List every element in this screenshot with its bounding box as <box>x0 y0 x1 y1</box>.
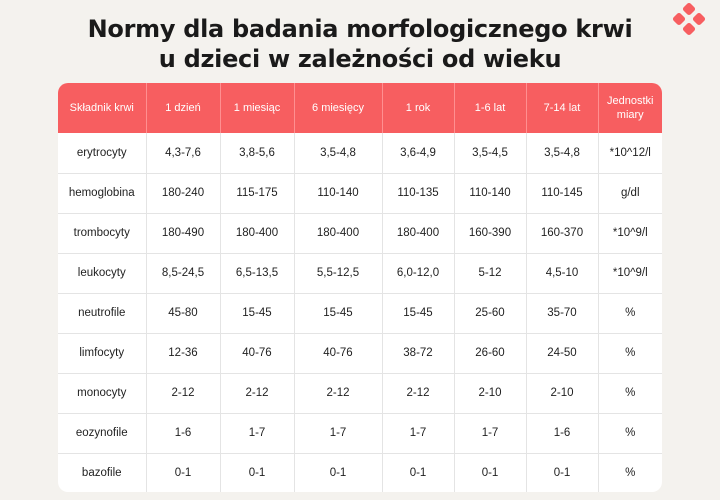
table-cell: % <box>598 333 662 374</box>
table-cell: 6,0-12,0 <box>382 253 455 294</box>
table-cell: % <box>625 467 636 480</box>
table-cell: % <box>598 413 662 454</box>
table-cell: 115-175 <box>220 173 295 214</box>
table-cell: 40-76 <box>294 333 383 374</box>
row-label-cell: bazofile <box>58 453 147 492</box>
table-cell: 3,5-4,5 <box>454 133 527 174</box>
column-header: Jednostki miary <box>598 83 662 133</box>
table-cell: % <box>598 373 662 414</box>
row-label-cell: hemoglobina <box>58 173 147 214</box>
row-label-cell: neutrofile <box>58 293 147 334</box>
blood-norms-table-container: Składnik krwi 1 dzień 1 miesiąc 6 miesięcy 1… <box>58 83 662 492</box>
table-row: hemoglobina 180-240 115-175 110-140 110-135 1… <box>58 173 662 214</box>
table-cell: 0-1 <box>526 453 599 492</box>
title-line-2: u dzieci w zależności od wieku <box>158 45 562 73</box>
column-header: 6 miesięcy <box>294 83 383 133</box>
table-cell: 45-80 <box>146 293 221 334</box>
table-cell: 1-7 <box>454 413 527 454</box>
table-cell: 25-60 <box>454 293 527 334</box>
table-cell: 24-50 <box>526 333 599 374</box>
table-cell: 4,3-7,6 <box>146 133 221 174</box>
table-row: eozynofile 1-6 1-7 1-7 1-7 1-7 1-6% <box>58 413 662 454</box>
table-cell: 15-45 <box>382 293 455 334</box>
table-cell: 0-1 <box>294 453 383 492</box>
table-cell: 0-1 <box>454 453 527 492</box>
table-cell: 3,5-4,8 <box>526 133 599 174</box>
table-cell: 2-12 <box>294 373 383 414</box>
table-cell: 1-6 <box>526 413 599 454</box>
column-header: 1 dzień <box>146 83 221 133</box>
table-cell: 180-490 <box>146 213 221 254</box>
table-cell: 3,6-4,9 <box>382 133 455 174</box>
table-cell: 6,5-13,5 <box>220 253 295 294</box>
table-cell: 0-1 <box>220 453 295 492</box>
table-header-row: Składnik krwi 1 dzień 1 miesiąc 6 miesięcy 1… <box>58 83 662 133</box>
table-cell: 2-12 <box>382 373 455 414</box>
table-row: erytrocyty 4,3-7,6 3,8-5,6 3,5-4,8 3,6-4,9 3,… <box>58 133 662 174</box>
table-cell: % <box>598 293 662 334</box>
table-cell: 180-400 <box>220 213 295 254</box>
table-cell: 3,5-4,8 <box>294 133 383 174</box>
table-body: erytrocyty 4,3-7,6 3,8-5,6 3,5-4,8 3,6-4,9 3,… <box>58 133 662 492</box>
page-title: Normy dla badania morfologicznego krwi u… <box>0 14 720 74</box>
table-cell: 1-7 <box>294 413 383 454</box>
column-header: Składnik krwi <box>58 83 147 133</box>
table-cell: *10^9/l <box>598 213 662 254</box>
table-cell: 0-1 <box>382 453 455 492</box>
table-row: monocyty 2-12 2-12 2-12 2-12 2-10 2-10% <box>58 373 662 414</box>
table-cell: 5,5-12,5 <box>294 253 383 294</box>
table-cell: 180-400 <box>294 213 383 254</box>
row-label-cell: eozynofile <box>58 413 147 454</box>
table-cell: 1-6 <box>146 413 221 454</box>
table-row: bazofile 0-1 0-1 0-1 0-1 0-1 0-1% <box>58 453 662 492</box>
table-cell: 160-370 <box>526 213 599 254</box>
table-cell: 38-72 <box>382 333 455 374</box>
table-cell: 12-36 <box>146 333 221 374</box>
table-cell: 1-7 <box>220 413 295 454</box>
title-line-1: Normy dla badania morfologicznego krwi <box>87 15 633 43</box>
column-header: 1-6 lat <box>454 83 527 133</box>
four-diamonds-logo-icon <box>672 2 706 36</box>
table-cell: g/dl <box>598 173 662 214</box>
table-row: trombocyty 180-490 180-400 180-400 180-400 16… <box>58 213 662 254</box>
column-header: 7-14 lat <box>526 83 599 133</box>
table-cell: 110-140 <box>294 173 383 214</box>
row-label-cell: limfocyty <box>58 333 147 374</box>
table-cell: 2-10 <box>526 373 599 414</box>
table-cell: 3,8-5,6 <box>220 133 295 174</box>
table-cell: *10^12/l <box>598 133 662 174</box>
row-label-cell: erytrocyty <box>58 133 147 174</box>
row-label-cell: leukocyty <box>58 253 147 294</box>
table-cell: 8,5-24,5 <box>146 253 221 294</box>
table-cell: 26-60 <box>454 333 527 374</box>
table-cell: 110-145 <box>526 173 599 214</box>
table-row: neutrofile 45-80 15-45 15-45 15-45 25-60 35-70… <box>58 293 662 334</box>
column-header: 1 rok <box>382 83 455 133</box>
table-cell: 110-140 <box>454 173 527 214</box>
table-cell: 110-135 <box>382 173 455 214</box>
table-row: leukocyty 8,5-24,5 6,5-13,5 5,5-12,5 6,0-12,… <box>58 253 662 294</box>
table-cell: 15-45 <box>294 293 383 334</box>
row-label-cell: monocyty <box>58 373 147 414</box>
table-cell: 180-400 <box>382 213 455 254</box>
table-row: limfocyty 12-36 40-76 40-76 38-72 26-60 24-50% <box>58 333 662 374</box>
blood-norms-table: Składnik krwi 1 dzień 1 miesiąc 6 miesięcy 1… <box>58 83 662 492</box>
column-header: 1 miesiąc <box>220 83 295 133</box>
table-cell: 4,5-10 <box>526 253 599 294</box>
table-cell: 160-390 <box>454 213 527 254</box>
table-cell: 40-76 <box>220 333 295 374</box>
table-cell: 2-12 <box>220 373 295 414</box>
table-cell: 2-10 <box>454 373 527 414</box>
table-cell: 2-12 <box>146 373 221 414</box>
table-cell: 5-12 <box>454 253 527 294</box>
table-cell: 35-70 <box>526 293 599 334</box>
table-cell: 180-240 <box>146 173 221 214</box>
row-label-cell: trombocyty <box>58 213 147 254</box>
table-cell: 15-45 <box>220 293 295 334</box>
table-cell: 0-1 <box>146 453 221 492</box>
table-cell: 1-7 <box>382 413 455 454</box>
table-cell: *10^9/l <box>598 253 662 294</box>
